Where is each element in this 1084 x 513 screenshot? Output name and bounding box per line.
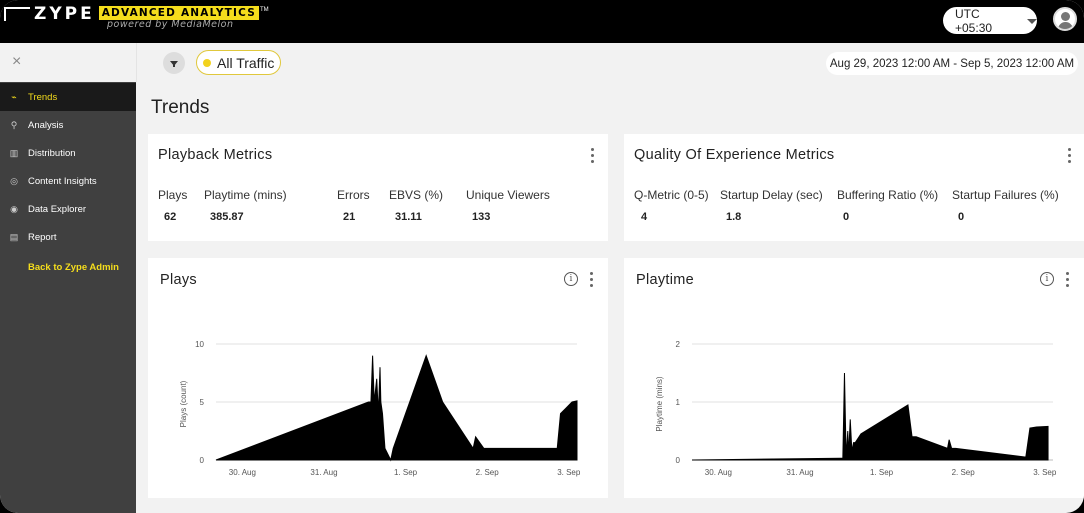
sidebar-item-label: Trends [28,91,58,103]
filter-bar: × All Traffic Aug 29, 2023 12:00 AM - Se… [0,43,1084,82]
metric-label: Errors [337,188,370,202]
x-tick-label: 1. Sep [394,468,418,477]
metric-value: 4 [641,211,648,223]
x-tick-label: 2. Sep [952,468,976,477]
back-to-admin-link[interactable]: Back to Zype Admin [28,262,119,273]
x-tick-label: 3. Sep [1033,468,1057,477]
card-title: Quality Of Experience Metrics [634,147,835,163]
metric-value: 31.11 [395,211,422,223]
playtime-chart: 0 1 2 Playtime (mins) 30. Aug 31. Aug 1. Sep 2.… [655,340,1057,477]
timezone-value: UTC +05:30 [955,6,993,35]
eye-icon: ◉ [10,203,18,214]
user-avatar[interactable] [1053,7,1077,31]
y-tick-label: 10 [195,340,204,349]
metric-value: 133 [472,211,491,223]
metric-label: Q-Metric (0-5) [634,188,709,202]
timezone-dropdown[interactable]: UTC +05:30 [943,6,1037,35]
y-tick-label: 5 [200,398,205,407]
metric-label: Unique Viewers [466,188,550,202]
more-options-icon[interactable] [1066,272,1070,287]
qoe-metrics-card: Quality Of Experience Metrics Q-Metric (… [624,134,1084,241]
y-axis-label: Playtime (mins) [655,376,664,431]
chart-title: Playtime [636,272,694,288]
sidebar-item-analysis[interactable]: ⚲ Analysis [0,111,136,139]
sidebar-item-trends[interactable]: ⌁ Trends [0,83,136,111]
sidebar-item-distribution[interactable]: ▥ Distribution [0,139,136,167]
x-tick-label: 2. Sep [476,468,500,477]
x-tick-label: 1. Sep [870,468,894,477]
trend-chart-icon: ⌁ [11,91,17,102]
sidebar-item-label: Distribution [28,147,76,159]
date-range-picker[interactable]: Aug 29, 2023 12:00 AM - Sep 5, 2023 12:0… [826,52,1078,75]
metric-value: 62 [164,211,177,223]
logo-mark-icon [4,7,30,21]
area-series [691,372,1049,461]
info-icon[interactable]: i [564,272,578,286]
area-series [215,354,578,462]
sidebar-item-label: Data Explorer [28,203,87,215]
close-sidebar-icon[interactable]: × [12,53,22,70]
user-body-icon [1058,22,1073,29]
more-options-icon[interactable] [590,272,594,287]
more-options-icon[interactable] [591,148,595,163]
bar-chart-icon: ▥ [9,147,19,158]
caret-down-icon [1027,19,1037,24]
metric-label: Plays [158,188,188,202]
zype-logo: ZYPE ADVANCED ANALYTICS TM [4,3,269,33]
playback-metrics-card: Playback Metrics Plays 62 Playtime (mins… [148,134,608,241]
user-head-icon [1061,12,1070,21]
playtime-chart-card: Playtime i 0 1 2 Playtime (mins) 30. Aug 31. … [624,258,1084,498]
traffic-filter-label: All Traffic [217,54,275,71]
metric-label: Startup Failures (%) [952,188,1059,202]
y-tick-label: 0 [200,456,205,465]
x-tick-label: 30. Aug [705,468,732,477]
logo-text: ZYPE [34,4,95,24]
status-dot-icon [203,58,211,67]
card-title: Playback Metrics [158,147,273,163]
document-icon: ▤ [9,231,19,242]
metric-label: Buffering Ratio (%) [837,188,939,202]
metric-value: 21 [343,211,356,223]
metric-value: 1.8 [726,211,742,223]
page-title: Trends [151,97,210,118]
sidebar: ⌁ Trends ⚲ Analysis ▥ Distribution ◎ Con… [0,82,136,513]
x-tick-label: 31. Aug [310,468,337,477]
x-tick-label: 3. Sep [557,468,581,477]
sidebar-item-label: Analysis [28,119,64,131]
metric-value: 385.87 [210,211,244,223]
divider [136,43,137,82]
filter-button[interactable] [163,52,185,74]
y-tick-label: 2 [676,340,681,349]
y-axis-label: Plays (count) [179,380,188,427]
top-bar: ZYPE ADVANCED ANALYTICS TM powered by Me… [0,0,1084,43]
x-tick-label: 31. Aug [786,468,813,477]
funnel-stem [173,63,175,67]
traffic-filter-chip[interactable]: All Traffic [196,50,282,75]
metric-value: 0 [958,211,965,223]
plays-chart-card: Plays i 0 5 10 Plays (count) 30. Aug 31. Aug 1… [148,258,608,498]
search-icon: ⚲ [10,119,18,130]
sidebar-item-label: Report [28,231,57,243]
eye-outline-icon: ◎ [10,175,18,186]
plays-chart: 0 5 10 Plays (count) 30. Aug 31. Aug 1. Sep 2. … [179,340,581,477]
chart-title: Plays [160,272,197,288]
logo-badge: ADVANCED ANALYTICS [98,6,259,20]
y-tick-label: 1 [676,398,681,407]
metric-label: Startup Delay (sec) [720,188,823,202]
metric-value: 0 [843,211,850,223]
metric-label: Playtime (mins) [204,188,287,202]
sidebar-item-content-insights[interactable]: ◎ Content Insights [0,167,136,195]
y-tick-label: 0 [676,456,681,465]
sidebar-item-data-explorer[interactable]: ◉ Data Explorer [0,195,136,223]
more-options-icon[interactable] [1068,148,1072,163]
sidebar-item-report[interactable]: ▤ Report [0,223,136,251]
info-icon[interactable]: i [1040,272,1054,286]
sidebar-item-label: Content Insights [28,175,97,187]
x-tick-label: 30. Aug [229,468,256,477]
metric-label: EBVS (%) [389,188,444,202]
powered-by-text: powered by MediaMelon [107,19,234,30]
trademark-mark: TM [259,7,269,13]
